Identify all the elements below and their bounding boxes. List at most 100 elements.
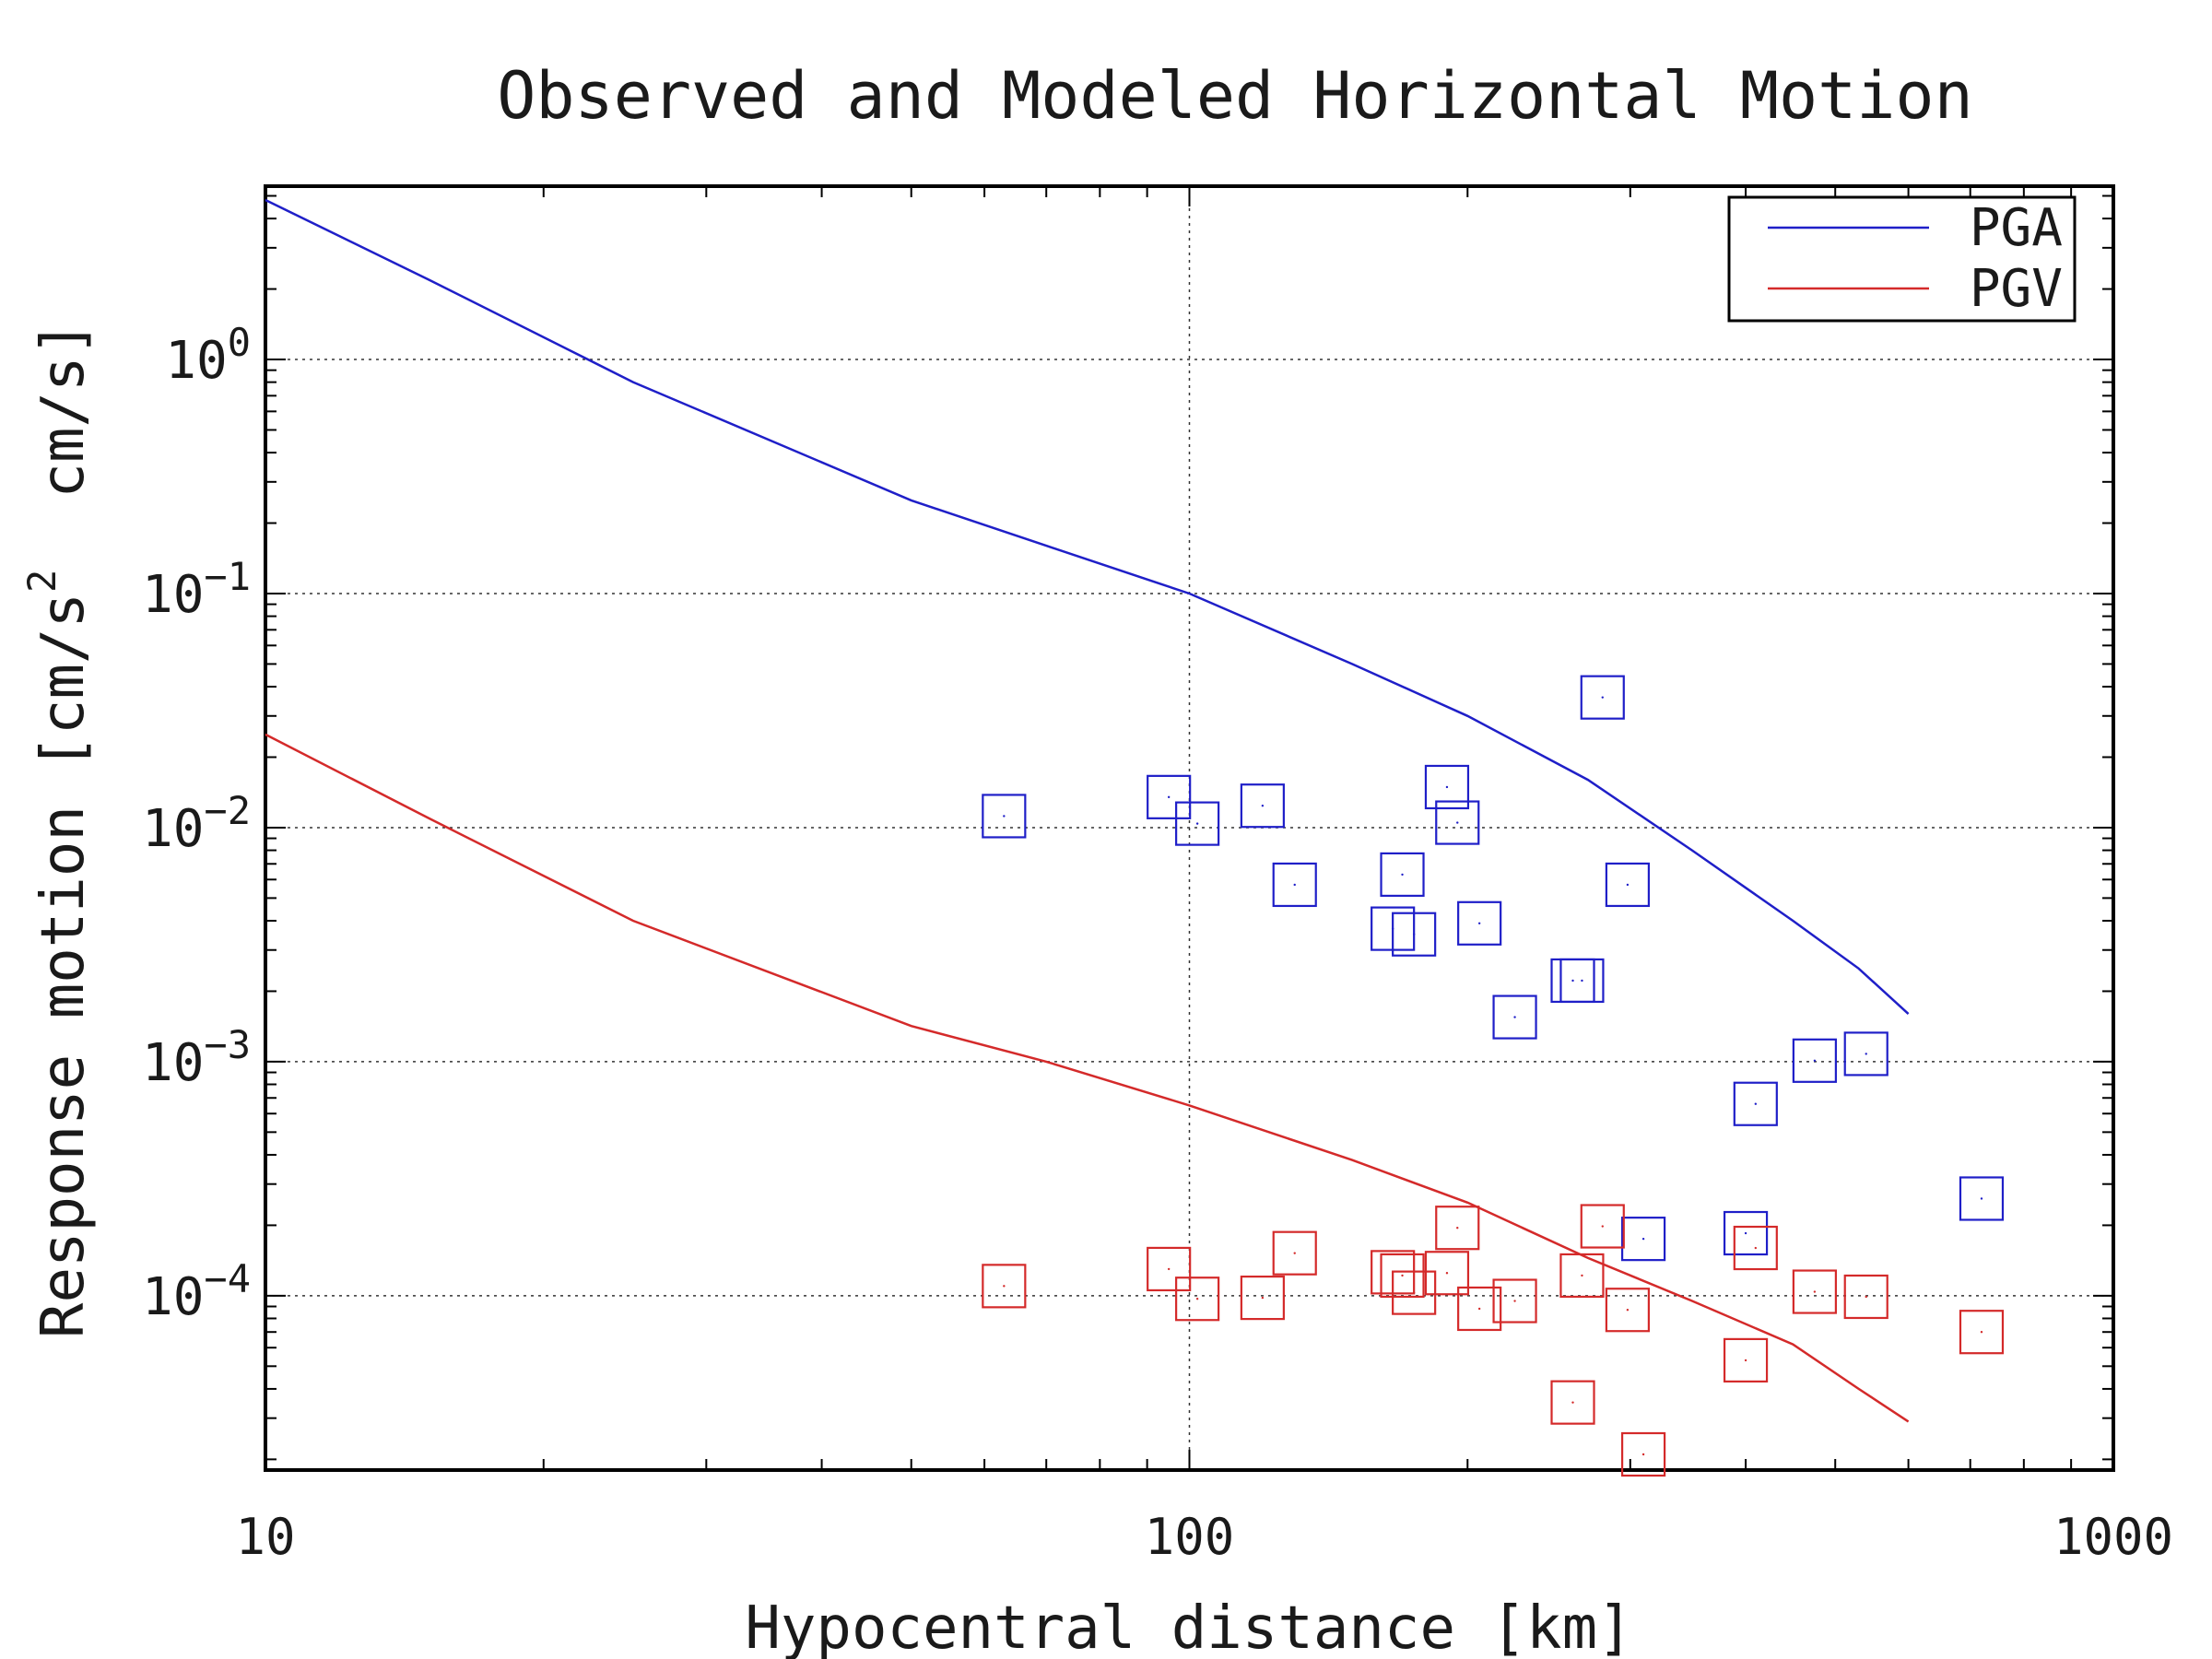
minor-ticks (265, 186, 2113, 1470)
observed-marker-dot (1571, 979, 1574, 982)
observed-marker-dot (1601, 1225, 1604, 1228)
observed-marker-dot (1261, 1296, 1265, 1300)
x-tick-label: 100 (1145, 1508, 1235, 1566)
y-tick-base: 10 (165, 331, 227, 391)
observed-marker-dot (1195, 1298, 1199, 1300)
observed-marker-dot (1754, 1102, 1758, 1105)
observed-marker-pgv (1272, 1230, 1317, 1276)
observed-marker-pgv (1435, 1206, 1480, 1251)
observed-marker-pga (1492, 994, 1537, 1040)
observed-marker-dot (1581, 1274, 1583, 1277)
chart-title: Observed and Modeled Horizontal Motion (497, 58, 1972, 134)
observed-marker-pga (1723, 1210, 1769, 1256)
x-tick-labels: 10 100 1000 (235, 1508, 2173, 1566)
observed-marker-dot (1865, 1295, 1867, 1299)
observed-marker-pgv (1392, 1270, 1437, 1315)
observed-marker-dot (1980, 1331, 1983, 1334)
observed-marker-dot (1445, 1272, 1449, 1275)
observed-marker-pga (1272, 862, 1317, 908)
y-tick-exponent: −3 (204, 1022, 251, 1067)
observed-marker-pgv (1457, 1286, 1502, 1332)
y-tick-base: 10 (142, 1267, 204, 1327)
observed-marker-pgv (1959, 1310, 2005, 1355)
observed-marker-pgv (1843, 1274, 1888, 1320)
observed-marker-dot (1865, 1053, 1867, 1055)
observed-marker-pgv (1424, 1251, 1470, 1296)
observed-marker-dot (1195, 822, 1199, 825)
observed-marker-pgv (1380, 1253, 1425, 1299)
observed-marker-dot (1412, 1291, 1416, 1294)
legend-label-pga: PGA (1970, 198, 2063, 258)
observed-markers (982, 675, 2005, 1477)
observed-marker-pga (1392, 912, 1437, 957)
y-tick-base: 10 (142, 799, 204, 859)
y-tick-label: 100 (165, 320, 251, 391)
y-axis-label-rest: cm/s] (29, 321, 98, 570)
y-tick-base: 10 (142, 1033, 204, 1093)
observed-marker-pgv (1723, 1337, 1769, 1382)
observed-marker-pga (1580, 675, 1625, 720)
observed-marker-dot (1513, 1300, 1516, 1302)
legend-label-pgv: PGV (1970, 259, 2063, 319)
observed-marker-dot (1456, 821, 1459, 824)
y-axis-label: Response motion [cm/s2 cm/s] (19, 321, 98, 1338)
observed-marker-pga (1620, 1217, 1666, 1262)
x-tick-label: 1000 (2053, 1508, 2173, 1566)
observed-marker-pgv (1620, 1431, 1666, 1477)
observed-marker-dot (1261, 805, 1265, 807)
y-tick-exponent: −1 (204, 554, 251, 599)
observed-marker-dot (1571, 1401, 1574, 1404)
observed-marker-pga (1733, 1081, 1778, 1126)
observed-marker-pgv (1492, 1278, 1537, 1324)
observed-marker-dot (1477, 1307, 1481, 1311)
observed-marker-pgv (1240, 1275, 1285, 1321)
observed-marker-pga (1380, 852, 1425, 898)
observed-marker-dot (1401, 873, 1404, 877)
observed-marker-pgv (1147, 1246, 1192, 1292)
model-curve-pga (265, 198, 1910, 1016)
observed-marker-dot (1744, 1231, 1747, 1235)
y-tick-label: 10−2 (142, 788, 251, 859)
observed-marker-dot (1813, 1290, 1817, 1293)
observed-marker-dot (1754, 1246, 1758, 1250)
observed-marker-pgv (1605, 1288, 1651, 1333)
observed-marker-pga (1240, 783, 1285, 829)
legend-box (1727, 195, 2077, 323)
observed-marker-dot (1401, 1274, 1404, 1277)
observed-marker-pgv (1792, 1269, 1837, 1314)
observed-marker-dot (1626, 1309, 1630, 1312)
y-axis-label-sup: 2 (19, 570, 65, 593)
y-tick-exponent: −2 (204, 788, 251, 833)
x-axis-label: Hypocentral distance [km] (745, 1594, 1632, 1659)
observed-marker-dot (1813, 1059, 1817, 1063)
observed-marker-dot (1293, 883, 1296, 887)
observed-marker-dot (1412, 933, 1416, 935)
observed-marker-pga (1424, 764, 1470, 810)
observed-marker-dot (1581, 979, 1583, 982)
observed-marker-pga (1175, 801, 1220, 846)
y-tick-exponent: 0 (228, 320, 251, 365)
observed-marker-dot (1641, 1237, 1645, 1241)
observed-marker-pga (1147, 774, 1192, 819)
observed-marker-pgv (1580, 1204, 1625, 1249)
y-axis-label-main: Response motion [cm/s (29, 593, 98, 1338)
observed-marker-dot (1980, 1197, 1983, 1200)
observed-marker-dot (1456, 1227, 1459, 1230)
observed-marker-pga (1843, 1031, 1888, 1077)
observed-marker-pgv (1559, 1253, 1605, 1299)
observed-marker-dot (1167, 1267, 1171, 1271)
observed-marker-pga (1559, 958, 1605, 1004)
observed-marker-pgv (1175, 1277, 1220, 1322)
model-curve-pgv (265, 733, 1910, 1423)
y-tick-base: 10 (142, 565, 204, 625)
observed-marker-pgv (1733, 1225, 1778, 1271)
observed-marker-dot (1641, 1453, 1645, 1456)
observed-marker-pga (982, 794, 1027, 839)
y-tick-exponent: −4 (204, 1256, 251, 1301)
y-tick-label: 10−4 (142, 1256, 251, 1327)
observed-marker-pga (1435, 800, 1480, 845)
model-curves (265, 198, 1910, 1423)
legend: PGA PGV (1727, 195, 2077, 323)
